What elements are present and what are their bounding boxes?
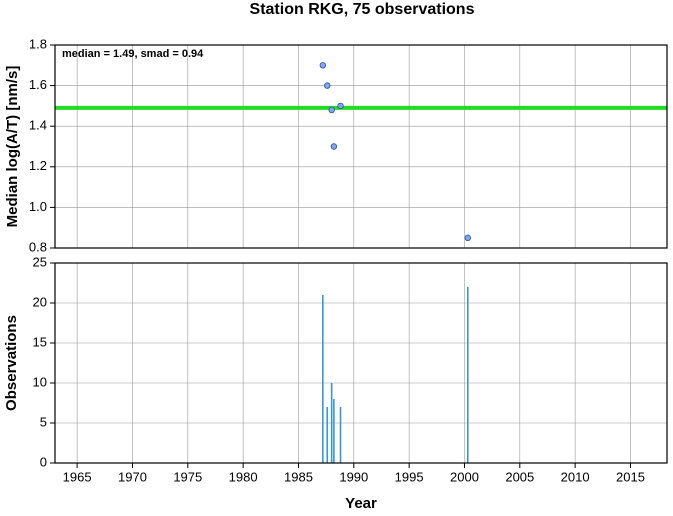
annotation: median = 1.49, smad = 0.94 xyxy=(62,48,204,60)
point xyxy=(464,234,471,242)
y-tick-label: 1.2 xyxy=(29,158,47,173)
bar xyxy=(330,383,333,463)
point xyxy=(319,62,327,69)
point xyxy=(330,143,338,150)
point xyxy=(337,102,344,110)
bar xyxy=(333,399,335,463)
x-tick-label: 2010 xyxy=(561,469,590,484)
x-tick-label: 1990 xyxy=(339,469,368,484)
y-axis-label: Median log(A/T) [nm/s] xyxy=(4,66,21,228)
x-tick-label: 1970 xyxy=(118,469,147,484)
plot-frame xyxy=(54,262,668,464)
x-tick-label: 1975 xyxy=(173,469,202,484)
x-tick-label: 2005 xyxy=(505,469,534,484)
x-tick-label: 2015 xyxy=(616,469,645,484)
y-tick-label: 1.4 xyxy=(29,118,47,133)
x-tick-label: 1980 xyxy=(229,469,258,484)
point xyxy=(328,106,335,114)
chart-title: Station RKG, 75 observations xyxy=(250,1,475,18)
bar xyxy=(339,407,342,463)
y-tick-label: 5 xyxy=(40,414,47,429)
x-tick-label: 1995 xyxy=(395,469,424,484)
bar xyxy=(466,287,469,463)
y-tick-label: 0.8 xyxy=(29,239,47,254)
y-tick-label: 20 xyxy=(33,294,47,309)
point xyxy=(324,82,331,89)
plot-frame xyxy=(54,44,668,249)
bar xyxy=(322,295,324,463)
y-tick-label: 10 xyxy=(33,374,47,389)
y-axis-label: Observations xyxy=(3,315,20,411)
x-tick-label: 1985 xyxy=(284,469,313,484)
y-tick-label: 1.6 xyxy=(29,77,47,92)
y-tick-label: 0 xyxy=(40,454,47,469)
bar xyxy=(326,407,329,463)
x-tick-label: 2000 xyxy=(450,469,479,484)
x-axis-label: Year xyxy=(345,495,377,511)
y-tick-label: 25 xyxy=(33,254,47,269)
y-tick-label: 1.8 xyxy=(29,36,47,51)
y-tick-label: 15 xyxy=(33,334,47,349)
y-tick-label: 1.0 xyxy=(29,199,47,214)
x-tick-label: 1965 xyxy=(63,469,92,484)
